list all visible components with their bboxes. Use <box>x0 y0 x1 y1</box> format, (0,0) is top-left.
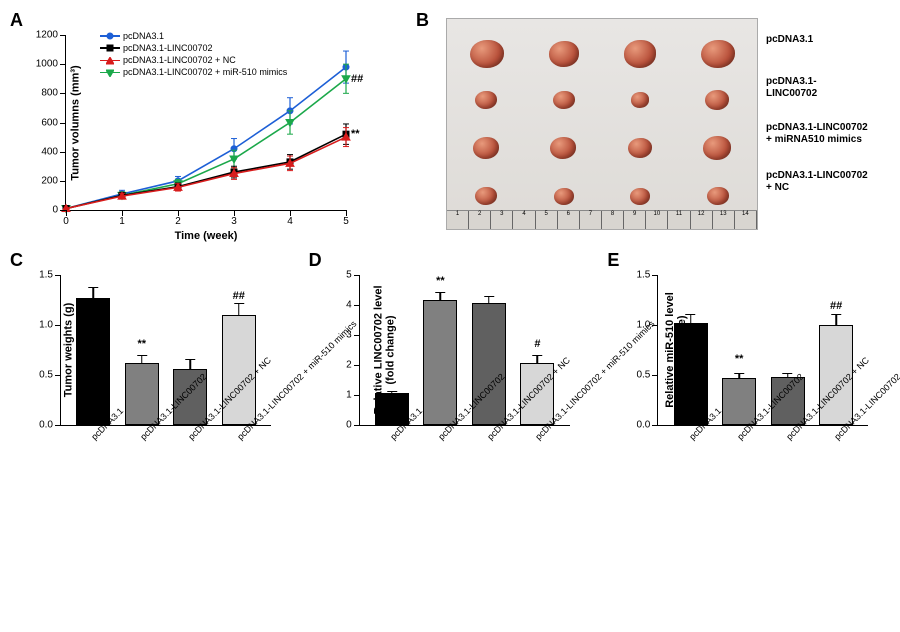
bottom-row: C 0.00.51.01.5Tumor weights (g)**##pcDNA… <box>10 250 900 610</box>
panel-d: D 012345Relative LINC00702 level(fold ch… <box>309 250 602 610</box>
chart-a-legend: pcDNA3.1pcDNA3.1-LINC00702pcDNA3.1-LINC0… <box>100 30 287 79</box>
panel-d-label: D <box>309 250 322 271</box>
panel-c: C 0.00.51.01.5Tumor weights (g)**##pcDNA… <box>10 250 303 610</box>
panel-c-label: C <box>10 250 23 271</box>
panel-e-label: E <box>607 250 619 271</box>
panel-b-label: B <box>416 10 429 31</box>
figure: A Tumor volumns (mm³) Time (week) 020040… <box>10 10 890 610</box>
panel-a-label: A <box>10 10 23 31</box>
panel-e: E 0.00.51.01.5Relative miR-510 level(fol… <box>607 250 900 610</box>
tumor-photo: 1234567891011121314 <box>446 18 758 230</box>
chart-a-xlabel: Time (week) <box>175 230 238 242</box>
panel-b: B 1234567891011121314 pcDNA3.1pcDNA3.1-L… <box>416 10 900 240</box>
panel-a: A Tumor volumns (mm³) Time (week) 020040… <box>10 10 406 240</box>
